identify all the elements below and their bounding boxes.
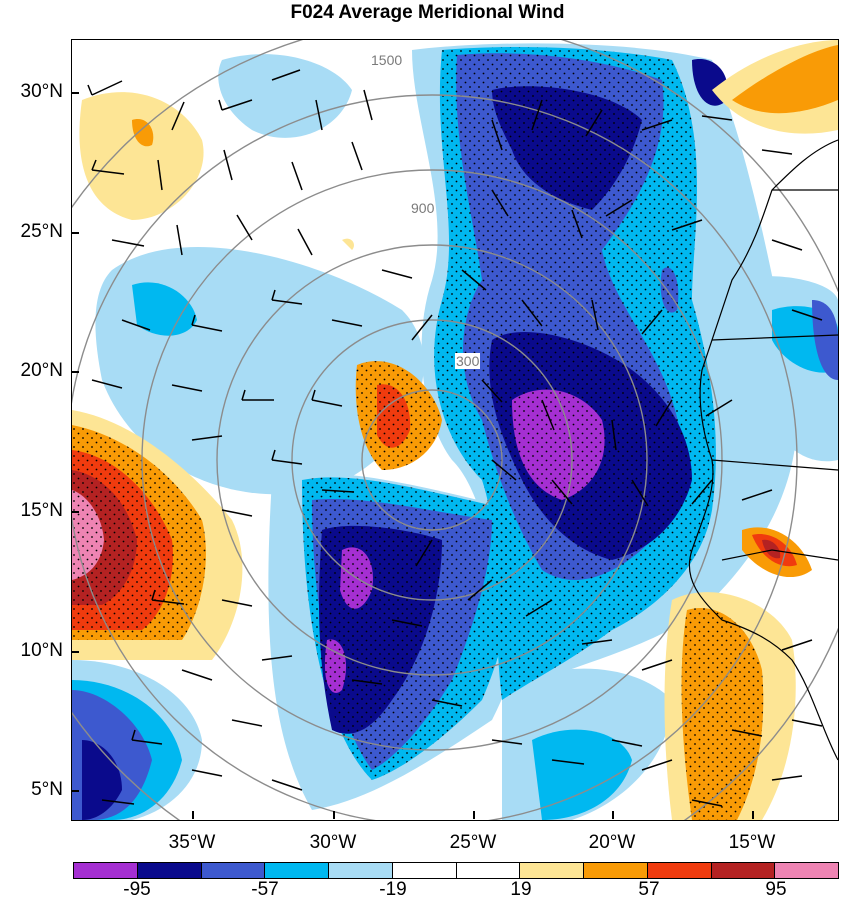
lat-label-10n: 10°N <box>20 640 63 661</box>
lon-tick <box>192 811 194 819</box>
lon-label-30w: 30°W <box>309 832 357 853</box>
map-panel <box>72 40 838 820</box>
lon-label-25w: 25°W <box>449 832 497 853</box>
lat-label-15n: 15°N <box>20 500 63 521</box>
colorbar-swatch <box>201 863 266 878</box>
lat-label-5n: 5°N <box>31 779 63 800</box>
lat-tick <box>71 371 79 373</box>
colorbar <box>73 862 839 879</box>
lat-tick <box>71 511 79 513</box>
lon-label-15w: 15°W <box>728 832 776 853</box>
colorbar-swatch <box>265 863 329 878</box>
colorbar-swatch <box>74 863 138 878</box>
colorbar-label: 57 <box>638 879 660 900</box>
lon-label-20w: 20°W <box>588 832 636 853</box>
colorbar-label: 95 <box>765 879 787 900</box>
colorbar-swatch <box>137 863 202 878</box>
colorbar-swatch <box>584 863 648 878</box>
chart-title: F024 Average Meridional Wind <box>290 2 565 23</box>
lon-tick <box>333 811 335 819</box>
colorbar-label: 19 <box>510 879 532 900</box>
colorbar-label: -57 <box>251 879 279 900</box>
colorbar-swatch <box>456 863 521 878</box>
colorbar-label: -95 <box>123 879 151 900</box>
ring-label-300: 300 <box>455 353 481 369</box>
wind-barbs <box>87 69 823 807</box>
lat-tick <box>71 232 79 234</box>
lon-tick <box>612 811 614 819</box>
lon-label-35w: 35°W <box>168 832 216 853</box>
lat-tick <box>71 92 79 94</box>
lat-label-20n: 20°N <box>20 360 63 381</box>
colorbar-swatch <box>520 863 584 878</box>
coastline <box>688 139 838 761</box>
lat-label-30n: 30°N <box>20 81 63 102</box>
lon-tick <box>473 811 475 819</box>
colorbar-swatch <box>647 863 712 878</box>
ring-label-900: 900 <box>410 200 436 216</box>
colorbar-swatch <box>775 863 838 878</box>
range-rings <box>72 40 838 820</box>
lat-label-25n: 25°N <box>20 221 63 242</box>
lon-tick <box>752 811 754 819</box>
colorbar-swatch <box>392 863 457 878</box>
colorbar-label: -19 <box>379 879 407 900</box>
colorbar-swatch <box>329 863 393 878</box>
ring-label-1500: 1500 <box>370 52 404 68</box>
lat-tick <box>71 790 79 792</box>
lat-tick <box>71 651 79 653</box>
colorbar-swatch <box>711 863 776 878</box>
